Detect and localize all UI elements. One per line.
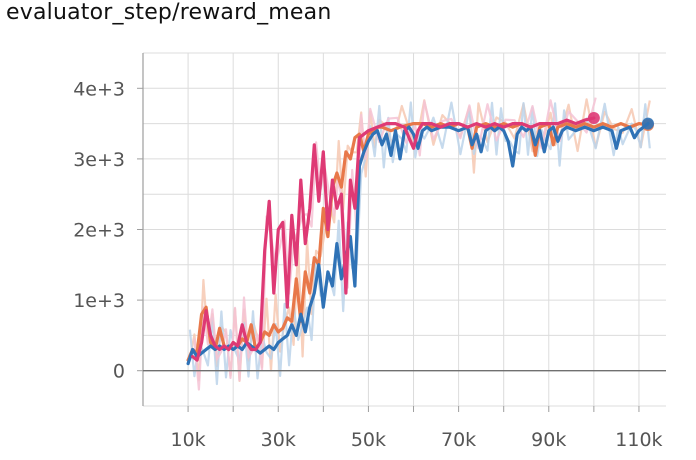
grid [142, 52, 666, 407]
y-tick-label: 4e+3 [73, 78, 125, 100]
x-tick-label: 50k [351, 429, 386, 451]
series-end-marker [641, 117, 654, 130]
y-tick-label: 0 [113, 361, 125, 383]
series-line [186, 122, 650, 366]
axes: 0 1e+3 2e+3 3e+3 4e+3 10k 30k 50k 70k 90k 110k [73, 53, 666, 451]
x-tick-label: 10k [170, 429, 205, 451]
series-line [191, 116, 596, 362]
x-tick-label: 110k [615, 429, 662, 451]
x-tick-label: 30k [261, 429, 296, 451]
y-tick-label: 1e+3 [73, 290, 125, 312]
x-tick-label: 90k [531, 429, 566, 451]
series-end-marker [587, 111, 600, 124]
smoothed-series-layer [186, 111, 654, 366]
y-tick-label: 3e+3 [73, 149, 125, 171]
series-line [186, 122, 650, 362]
y-tick-label: 2e+3 [73, 220, 125, 242]
x-tick-label: 70k [441, 429, 476, 451]
chart-title: evaluator_step/reward_mean [6, 0, 332, 25]
